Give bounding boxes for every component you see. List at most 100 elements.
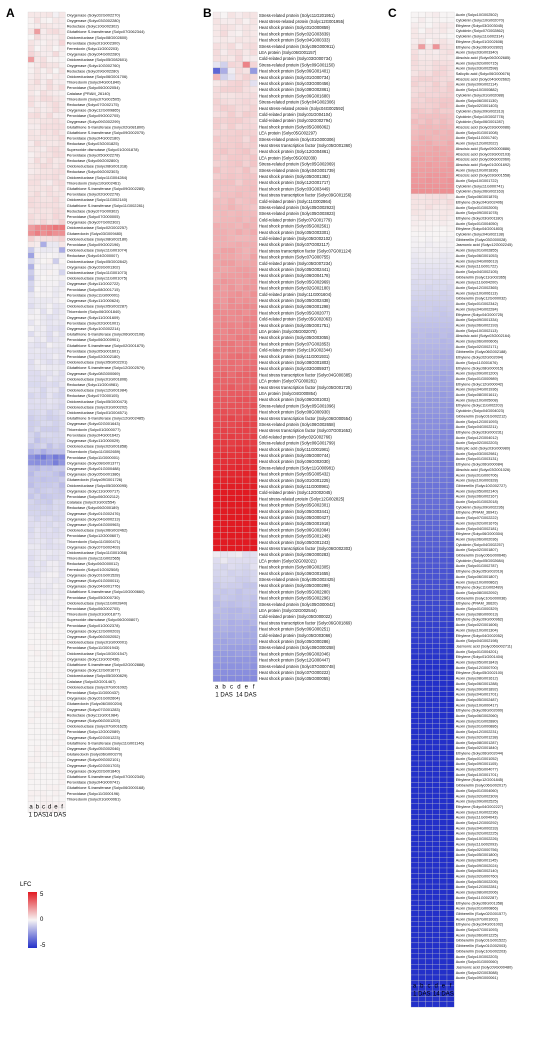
heatmap-cell	[227, 483, 236, 490]
heatmap-cell	[40, 639, 47, 645]
heatmap-cell	[439, 680, 448, 687]
row-label: Heat shock protein (Solyc02G003839)	[259, 31, 331, 36]
heatmap-cell	[432, 653, 440, 660]
row-label: Auxin (Solyc01G000866)	[456, 907, 499, 911]
heatmap-cell	[52, 734, 60, 741]
heatmap-cell	[418, 290, 426, 296]
heatmap-cell	[52, 291, 60, 298]
heatmap-cell	[410, 878, 419, 885]
heatmap-cell	[425, 54, 433, 61]
heatmap-cell	[439, 916, 448, 922]
heatmap-cell	[227, 538, 236, 546]
heatmap-cell	[34, 291, 41, 298]
heatmap-cell	[235, 142, 243, 149]
heatmap-cell	[446, 669, 455, 676]
heatmap-cell	[227, 501, 236, 509]
heatmap-cell	[52, 639, 60, 645]
heatmap-cell	[425, 835, 433, 842]
heatmap-cell	[46, 448, 53, 455]
heatmap-cell	[58, 308, 66, 315]
row-label: Glutathione S-transferase (Solyc11G00228…	[67, 203, 145, 208]
heatmap-cell	[52, 45, 60, 52]
heatmap-cell	[227, 656, 236, 664]
heatmap-cell	[220, 272, 228, 279]
column-label: c	[230, 685, 233, 691]
row-label: Peroxidase (Solyc12G002089)	[67, 729, 121, 734]
heatmap-cell	[439, 113, 448, 120]
heatmap-cell	[220, 650, 228, 657]
heatmap-cell	[410, 857, 419, 863]
heatmap-cell	[418, 669, 426, 676]
heatmap-cell	[425, 402, 433, 409]
heatmap-cell	[242, 80, 251, 87]
heatmap-cell	[46, 129, 53, 136]
heatmap-cell	[46, 135, 53, 141]
heatmap-cell	[418, 910, 426, 917]
row-label: Auxin (Solyc01G004060)	[456, 789, 499, 793]
heatmap-cell	[27, 588, 35, 595]
heatmap-cell	[46, 90, 53, 97]
heatmap-cell	[446, 338, 455, 344]
heatmap-cell	[27, 627, 35, 634]
heatmap-cell	[418, 493, 426, 499]
heatmap-cell	[46, 387, 53, 393]
row-label: Auxin (Solyc06G001225)	[456, 933, 499, 937]
heatmap-cell	[220, 470, 228, 478]
row-label: Reductase (Solyc07G000105)	[67, 393, 120, 398]
heatmap-cell	[220, 557, 228, 564]
heatmap-cell	[425, 648, 433, 655]
heatmap-cell	[212, 669, 221, 676]
row-label: Stress-related protein (Solyc04G002306)	[259, 100, 336, 105]
heatmap-cell	[52, 717, 60, 724]
heatmap-cell	[432, 889, 440, 895]
heatmap-cell	[212, 594, 221, 602]
heatmap-cell	[235, 160, 243, 168]
heatmap-cell	[46, 219, 53, 225]
heatmap-cell	[446, 851, 455, 858]
heatmap-cell	[439, 129, 448, 136]
row-label: Auxin (Solyc01G002787)	[456, 564, 499, 568]
heatmap-cell	[410, 220, 419, 227]
heatmap-cell	[235, 235, 243, 242]
row-label: Peroxidase (Solyc09G002196)	[67, 242, 121, 247]
heatmap-cell	[432, 338, 440, 344]
heatmap-cell	[432, 43, 440, 50]
heatmap-cell	[46, 499, 53, 505]
heatmap-cell	[249, 501, 258, 509]
heatmap-cell	[52, 627, 60, 634]
heatmap-cell	[58, 163, 66, 169]
heatmap-cell	[58, 403, 66, 410]
heatmap-cell	[418, 734, 426, 740]
heatmap-cell	[418, 311, 426, 318]
heatmap-cell	[46, 538, 53, 545]
heatmap-cell	[40, 471, 47, 477]
row-label: Peroxidase (Solyc06G002054)	[67, 85, 121, 90]
heatmap-cell	[439, 220, 448, 227]
heatmap-cell	[235, 464, 243, 471]
heatmap-cell	[425, 766, 433, 772]
row-label: Oxygenase (Solyc07G001283)	[67, 707, 121, 712]
heatmap-cell	[242, 507, 251, 515]
heatmap-cell	[432, 423, 440, 430]
heatmap-cell	[446, 43, 455, 50]
row-label: Auxin (Solyc08G002006)	[456, 891, 499, 895]
row-label: Auxin (Solyc08G001612)	[456, 677, 499, 681]
heatmap-cell	[432, 209, 440, 216]
heatmap-cell	[220, 18, 228, 25]
heatmap-cell	[418, 65, 426, 71]
heatmap-cell	[425, 145, 433, 152]
heatmap-cell	[227, 86, 236, 93]
heatmap-cell	[418, 851, 426, 858]
heatmap-cell	[410, 627, 419, 633]
heatmap-cell	[58, 627, 66, 634]
heatmap-cell	[58, 779, 66, 785]
heatmap-cell	[432, 466, 440, 473]
heatmap-cell	[432, 744, 440, 751]
heatmap-cell	[439, 332, 448, 339]
heatmap-cell	[58, 487, 66, 494]
heatmap-cell	[410, 124, 419, 130]
heatmap-cell	[418, 760, 426, 767]
heatmap-cell	[242, 662, 251, 670]
heatmap-cell	[446, 798, 455, 804]
heatmap-cell	[432, 803, 440, 810]
